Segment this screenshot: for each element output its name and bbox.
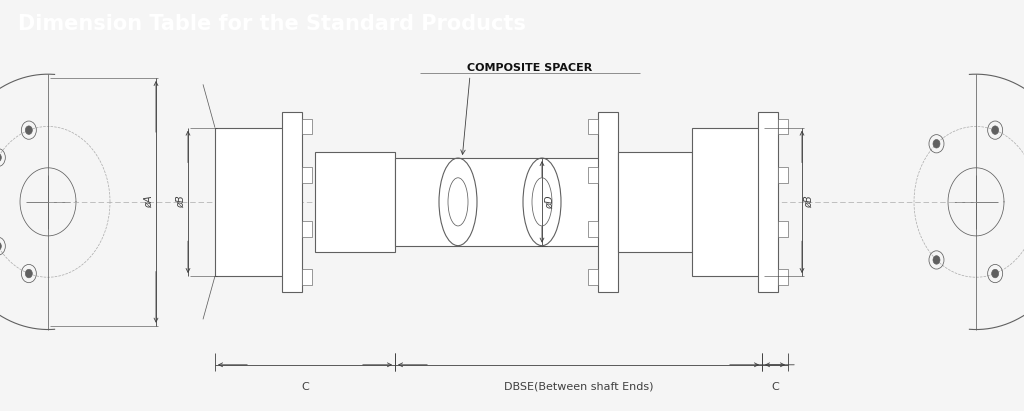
Bar xyxy=(588,269,598,285)
Text: Dimension Table for the Standard Products: Dimension Table for the Standard Product… xyxy=(18,14,526,34)
Bar xyxy=(778,269,788,285)
Bar xyxy=(778,118,788,134)
Text: C: C xyxy=(771,382,779,392)
Bar xyxy=(302,118,312,134)
Circle shape xyxy=(991,126,998,134)
Bar xyxy=(598,112,618,292)
Bar xyxy=(282,112,302,292)
Bar xyxy=(315,152,395,252)
Circle shape xyxy=(933,139,940,148)
Bar xyxy=(302,221,312,236)
Bar xyxy=(588,221,598,236)
Text: C: C xyxy=(301,382,309,392)
Circle shape xyxy=(26,269,33,278)
Bar xyxy=(692,128,762,276)
Circle shape xyxy=(0,153,1,162)
Circle shape xyxy=(933,256,940,264)
Text: øA: øA xyxy=(144,196,154,208)
Bar xyxy=(778,221,788,236)
Circle shape xyxy=(991,269,998,278)
Bar xyxy=(395,158,605,246)
Text: øB: øB xyxy=(176,196,186,208)
Bar xyxy=(302,167,312,183)
Bar xyxy=(618,152,692,252)
Text: øB: øB xyxy=(804,196,814,208)
Bar xyxy=(588,118,598,134)
Text: DBSE(Between shaft Ends): DBSE(Between shaft Ends) xyxy=(504,382,653,392)
Bar xyxy=(302,269,312,285)
Circle shape xyxy=(26,126,33,134)
Text: øD: øD xyxy=(545,195,555,209)
Bar xyxy=(778,167,788,183)
Bar xyxy=(588,167,598,183)
Circle shape xyxy=(0,242,1,250)
Bar xyxy=(758,112,778,292)
Text: COMPOSITE SPACER: COMPOSITE SPACER xyxy=(467,63,593,73)
Bar xyxy=(215,128,285,276)
